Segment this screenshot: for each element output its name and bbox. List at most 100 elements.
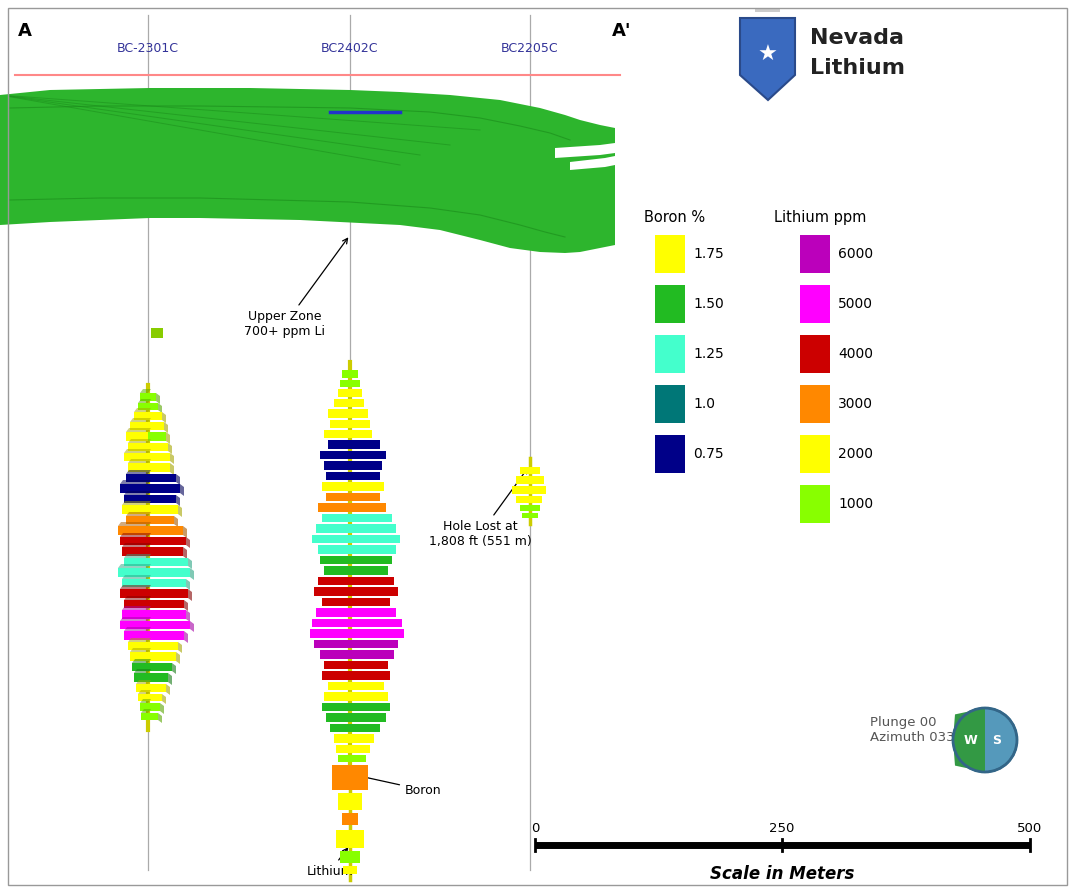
Polygon shape: [178, 642, 182, 653]
Bar: [148, 642, 178, 650]
Bar: [126, 474, 148, 482]
Polygon shape: [188, 589, 192, 601]
Polygon shape: [170, 453, 174, 464]
Bar: [126, 474, 148, 482]
Bar: [120, 621, 148, 629]
Bar: [322, 703, 350, 711]
Bar: [350, 545, 396, 554]
Bar: [800, 485, 830, 523]
Polygon shape: [124, 554, 150, 558]
Bar: [148, 579, 186, 587]
Text: A: A: [18, 22, 32, 40]
Bar: [148, 412, 162, 420]
Bar: [132, 663, 148, 671]
Bar: [350, 370, 358, 378]
Polygon shape: [130, 418, 150, 422]
Polygon shape: [190, 621, 193, 632]
Polygon shape: [183, 547, 187, 559]
Text: 1.50: 1.50: [693, 297, 723, 311]
Polygon shape: [188, 558, 192, 569]
Bar: [148, 422, 164, 430]
Bar: [130, 652, 148, 661]
Bar: [350, 724, 379, 732]
Bar: [148, 505, 178, 514]
Polygon shape: [121, 543, 151, 547]
Bar: [336, 830, 364, 848]
Bar: [148, 463, 170, 472]
Bar: [120, 621, 148, 629]
Bar: [530, 496, 542, 503]
Bar: [322, 598, 350, 606]
Bar: [148, 579, 186, 587]
Bar: [148, 516, 174, 524]
Bar: [350, 577, 395, 585]
Bar: [148, 484, 180, 493]
Polygon shape: [126, 470, 150, 474]
Bar: [148, 631, 184, 640]
Bar: [522, 513, 530, 518]
Bar: [148, 526, 183, 535]
Bar: [148, 600, 184, 608]
Bar: [148, 516, 174, 524]
Bar: [350, 671, 390, 680]
Bar: [126, 432, 148, 441]
Bar: [350, 535, 400, 543]
Bar: [324, 461, 350, 470]
Text: Scale in Meters: Scale in Meters: [711, 865, 855, 883]
Text: 3000: 3000: [838, 397, 873, 411]
Bar: [120, 537, 148, 545]
Bar: [148, 703, 160, 711]
Bar: [148, 495, 176, 503]
Bar: [148, 403, 158, 410]
Polygon shape: [120, 533, 151, 537]
Bar: [148, 600, 184, 608]
Polygon shape: [166, 432, 170, 444]
Bar: [148, 703, 160, 711]
Bar: [121, 579, 148, 587]
Bar: [512, 486, 530, 494]
Bar: [314, 640, 350, 648]
Bar: [148, 621, 190, 629]
Bar: [121, 547, 148, 556]
Bar: [148, 537, 186, 545]
Bar: [148, 694, 162, 701]
Bar: [148, 663, 172, 671]
Bar: [124, 558, 148, 566]
Bar: [530, 476, 544, 484]
Bar: [130, 652, 148, 661]
Ellipse shape: [954, 708, 1017, 772]
Bar: [148, 694, 162, 701]
Bar: [140, 703, 148, 711]
Polygon shape: [140, 699, 150, 703]
Bar: [516, 476, 530, 484]
Bar: [138, 403, 148, 410]
Bar: [128, 463, 148, 472]
Bar: [148, 432, 166, 441]
Bar: [340, 851, 360, 863]
Bar: [316, 608, 350, 617]
Bar: [350, 461, 382, 470]
Bar: [124, 600, 148, 608]
Text: BC-2301C: BC-2301C: [117, 42, 180, 55]
Text: 4000: 4000: [838, 347, 873, 361]
Bar: [126, 516, 148, 524]
Polygon shape: [186, 579, 190, 590]
Text: BC2205C: BC2205C: [501, 42, 559, 55]
Bar: [148, 621, 190, 629]
Bar: [128, 443, 148, 451]
Polygon shape: [130, 648, 150, 652]
Bar: [350, 409, 368, 418]
Bar: [132, 663, 148, 671]
Bar: [148, 558, 188, 566]
Bar: [350, 482, 384, 491]
Text: 2000: 2000: [838, 447, 873, 461]
Bar: [138, 694, 148, 701]
Bar: [326, 493, 350, 501]
Bar: [322, 671, 350, 680]
Bar: [128, 642, 148, 650]
Bar: [342, 813, 358, 825]
Bar: [118, 568, 148, 577]
Bar: [151, 328, 163, 338]
Polygon shape: [158, 713, 162, 723]
Bar: [148, 422, 164, 430]
